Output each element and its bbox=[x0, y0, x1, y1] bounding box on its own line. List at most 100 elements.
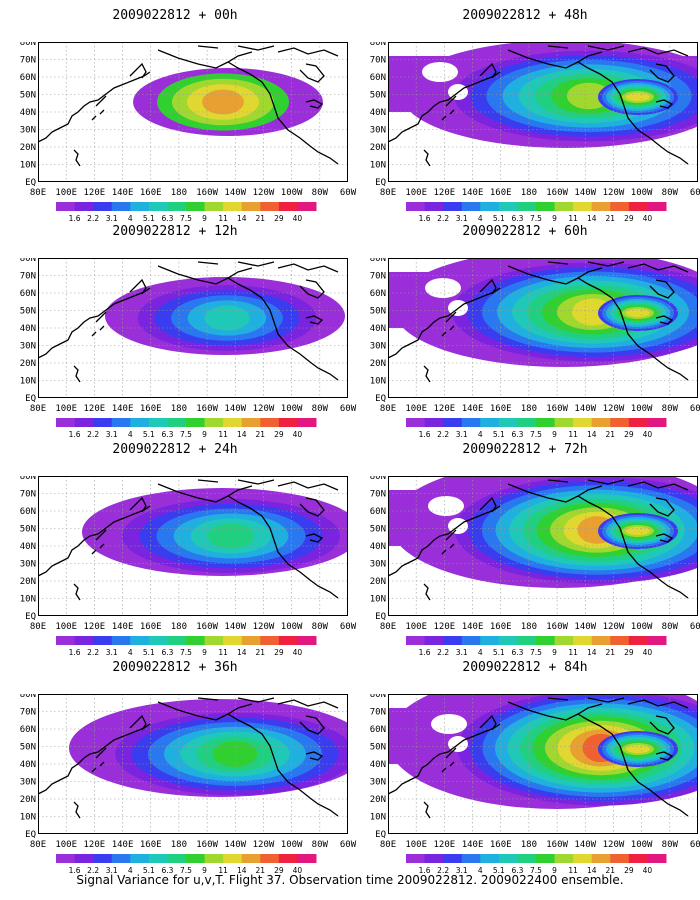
colorbar-label: 14 bbox=[587, 214, 597, 223]
colorbar-swatch bbox=[461, 418, 481, 427]
colorbar-swatch bbox=[260, 202, 280, 211]
colorbar-label: 5.1 bbox=[143, 214, 155, 223]
lon-tick-label: 120E bbox=[84, 840, 106, 850]
colorbar-label: 1.6 bbox=[69, 430, 81, 439]
lat-tick-label: 40N bbox=[370, 108, 386, 118]
lon-tick-label: 140W bbox=[224, 188, 246, 198]
colorbar-label: 2.2 bbox=[437, 430, 449, 439]
colorbar-label: 11 bbox=[568, 430, 578, 439]
colorbar-label: 9 bbox=[552, 866, 557, 875]
lon-tick-label: 120E bbox=[84, 188, 106, 198]
colorbar-label: 1.6 bbox=[419, 648, 431, 657]
lat-tick-label: 60N bbox=[20, 73, 36, 83]
signal-variance-field bbox=[69, 699, 348, 797]
lon-tick-label: 60W bbox=[690, 840, 700, 850]
colorbar-label: 7.5 bbox=[180, 430, 192, 439]
colorbar-swatch bbox=[461, 202, 481, 211]
colorbar-label: 11 bbox=[568, 866, 578, 875]
colorbar: 1.6 2.2 3.1 4 5.1 6.3 7.5 9 11 14 21 29 40 bbox=[406, 418, 670, 444]
colorbar-label: 1.6 bbox=[69, 648, 81, 657]
lon-tick-label: 100W bbox=[631, 404, 653, 414]
colorbar-swatch bbox=[498, 854, 518, 863]
lon-tick-label: 60W bbox=[340, 404, 357, 414]
map-area: EQ 10N 20N 30N 40N 50N 60N 70N 80N 80E 100E 120E 140… bbox=[18, 258, 358, 418]
colorbar-label: 7.5 bbox=[530, 866, 542, 875]
colorbar-label: 29 bbox=[274, 214, 284, 223]
lat-tick-label: 70N bbox=[370, 708, 386, 718]
signal-variance-field bbox=[388, 476, 698, 588]
lon-tick-label: 100E bbox=[405, 188, 427, 198]
lon-tick-label: 100W bbox=[281, 622, 303, 632]
lat-tick-label: 30N bbox=[20, 560, 36, 570]
lat-tick-label: 20N bbox=[20, 577, 36, 587]
lat-tick-label: 40N bbox=[370, 542, 386, 552]
colorbar-label: 2.2 bbox=[87, 866, 99, 875]
lon-tick-label: 120W bbox=[603, 404, 625, 414]
lat-tick-label: 30N bbox=[370, 560, 386, 570]
lat-tick-label: 40N bbox=[20, 108, 36, 118]
colorbar-label: 29 bbox=[274, 430, 284, 439]
colorbar-swatch bbox=[517, 418, 537, 427]
colorbar-swatch bbox=[204, 418, 224, 427]
colorbar-swatch bbox=[647, 418, 667, 427]
colorbar-swatch bbox=[56, 854, 76, 863]
colorbar-label: 3.1 bbox=[106, 648, 118, 657]
lon-tick-label: 140E bbox=[112, 840, 134, 850]
colorbar-label: 4 bbox=[478, 866, 483, 875]
lat-tick-label: 40N bbox=[370, 324, 386, 334]
lon-tick-label: 100E bbox=[405, 840, 427, 850]
colorbar-label: 21 bbox=[606, 866, 616, 875]
colorbar-swatch bbox=[111, 418, 131, 427]
colorbar-label: 9 bbox=[552, 430, 557, 439]
lat-tick-label: 60N bbox=[370, 507, 386, 517]
colorbar-swatch bbox=[628, 854, 648, 863]
lon-tick-label: 80W bbox=[662, 188, 679, 198]
colorbar-swatch bbox=[628, 202, 648, 211]
colorbar-swatch bbox=[610, 854, 630, 863]
colorbar-swatch bbox=[628, 418, 648, 427]
lat-tick-label: 50N bbox=[370, 743, 386, 753]
colorbar-label: 40 bbox=[643, 430, 653, 439]
figure-caption: Signal Variance for u,v,T. Flight 37. Ob… bbox=[76, 873, 624, 887]
colorbar-label: 21 bbox=[256, 214, 266, 223]
lon-tick-label: 160E bbox=[490, 404, 512, 414]
colorbar-label: 11 bbox=[218, 214, 228, 223]
lat-tick-label: 10N bbox=[20, 377, 36, 387]
colorbar-label: 3.1 bbox=[456, 648, 468, 657]
colorbar-swatch bbox=[186, 854, 206, 863]
colorbar-swatch bbox=[610, 636, 630, 645]
colorbar-swatch bbox=[74, 854, 94, 863]
colorbar-label: 6.3 bbox=[511, 648, 523, 657]
colorbar-swatch bbox=[480, 854, 500, 863]
colorbar-swatch bbox=[591, 636, 611, 645]
lat-tick-label: 40N bbox=[370, 760, 386, 770]
colorbar-swatch bbox=[148, 854, 168, 863]
panel-title: 2009022812 + 24h bbox=[112, 442, 238, 457]
colorbar-swatch bbox=[406, 636, 426, 645]
lon-tick-label: 120W bbox=[253, 840, 275, 850]
lon-tick-label: 120W bbox=[253, 622, 275, 632]
colorbar-swatch bbox=[573, 202, 593, 211]
lon-tick-label: 120W bbox=[603, 188, 625, 198]
colorbar-label: 14 bbox=[237, 214, 247, 223]
colorbar-swatch bbox=[424, 418, 444, 427]
lat-tick-label: 70N bbox=[370, 490, 386, 500]
colorbar-label: 4 bbox=[128, 866, 133, 875]
colorbar-label: 40 bbox=[293, 648, 303, 657]
lat-tick-label: 40N bbox=[20, 760, 36, 770]
colorbar-label: 1.6 bbox=[69, 866, 81, 875]
colorbar-swatch bbox=[278, 202, 298, 211]
colorbar-swatch bbox=[278, 636, 298, 645]
colorbar-swatch bbox=[111, 202, 131, 211]
lon-tick-label: 140W bbox=[224, 404, 246, 414]
lat-tick-label: 80N bbox=[20, 42, 36, 48]
colorbar-swatch bbox=[406, 418, 426, 427]
lat-tick-label: 40N bbox=[20, 542, 36, 552]
lat-tick-label: 50N bbox=[370, 91, 386, 101]
forecast-panel: 2009022812 + 48h EQ 10N 20N 30N 40N 50N 60N 70N 8… bbox=[350, 8, 700, 224]
colorbar-label: 2.2 bbox=[437, 214, 449, 223]
colorbar-swatch bbox=[554, 418, 574, 427]
colorbar-swatch bbox=[443, 854, 463, 863]
colorbar-swatch bbox=[278, 854, 298, 863]
forecast-panel: 2009022812 + 72h EQ 10N 20N 30N 40N 50N 60N 70N 8… bbox=[350, 442, 700, 658]
